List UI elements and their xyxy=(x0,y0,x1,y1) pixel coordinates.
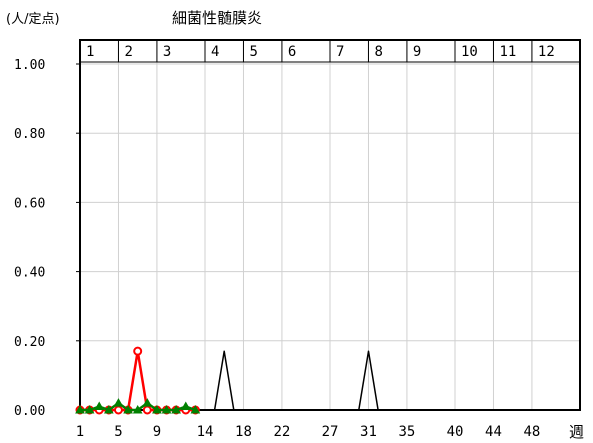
x-unit-label: 週 xyxy=(569,423,584,441)
plot-area: 1 2 3 4 5 6 7 8 9 10 11 120.000.200.400.600.801.001… xyxy=(14,39,581,440)
x-tick-label: 5 xyxy=(114,424,122,440)
data-point xyxy=(113,405,123,415)
x-tick-label: 14 xyxy=(197,424,214,440)
chart-title: 細菌性髄膜炎 xyxy=(172,9,262,27)
x-tick-label: 35 xyxy=(398,424,415,440)
y-tick-label: 0.80 xyxy=(14,127,45,142)
y-unit-label: (人/定点) xyxy=(6,12,60,27)
x-tick-label: 40 xyxy=(447,424,464,440)
x-tick-label: 1 xyxy=(76,424,84,440)
y-tick-label: 0.20 xyxy=(14,335,45,350)
month-label: 1 xyxy=(86,44,94,60)
data-point xyxy=(142,405,152,415)
y-tick-label: 0.00 xyxy=(14,404,45,419)
y-tick-label: 0.60 xyxy=(14,196,45,211)
x-tick-label: 18 xyxy=(235,424,252,440)
data-point xyxy=(133,346,143,356)
month-label: 7 xyxy=(336,44,344,60)
x-tick-label: 31 xyxy=(360,424,377,440)
month-label: 6 xyxy=(288,44,296,60)
y-tick-label: 0.40 xyxy=(14,266,45,281)
month-label: 3 xyxy=(163,44,171,60)
month-label: 12 xyxy=(538,44,555,60)
data-point xyxy=(123,404,133,414)
x-tick-label: 44 xyxy=(485,424,502,440)
month-label: 4 xyxy=(211,44,219,60)
data-point xyxy=(84,404,95,414)
data-point xyxy=(142,398,153,407)
data-point xyxy=(103,404,114,414)
x-tick-label: 27 xyxy=(322,424,339,440)
x-tick-label: 48 xyxy=(523,424,540,440)
month-label: 11 xyxy=(499,44,516,60)
data-point xyxy=(132,404,143,414)
data-point xyxy=(152,404,162,414)
data-point xyxy=(190,404,201,414)
x-tick-label: 22 xyxy=(273,424,290,440)
data-point xyxy=(75,404,85,414)
month-label: 9 xyxy=(413,44,421,60)
month-label: 5 xyxy=(249,44,257,60)
data-point xyxy=(94,401,105,411)
data-point xyxy=(161,404,172,414)
y-tick-label: 1.00 xyxy=(14,58,45,73)
month-label: 2 xyxy=(124,44,132,60)
month-label: 10 xyxy=(461,44,478,60)
data-point xyxy=(180,401,191,411)
data-point xyxy=(171,404,182,414)
x-tick-label: 9 xyxy=(153,424,161,440)
month-label: 8 xyxy=(374,44,382,60)
data-point xyxy=(113,398,124,407)
